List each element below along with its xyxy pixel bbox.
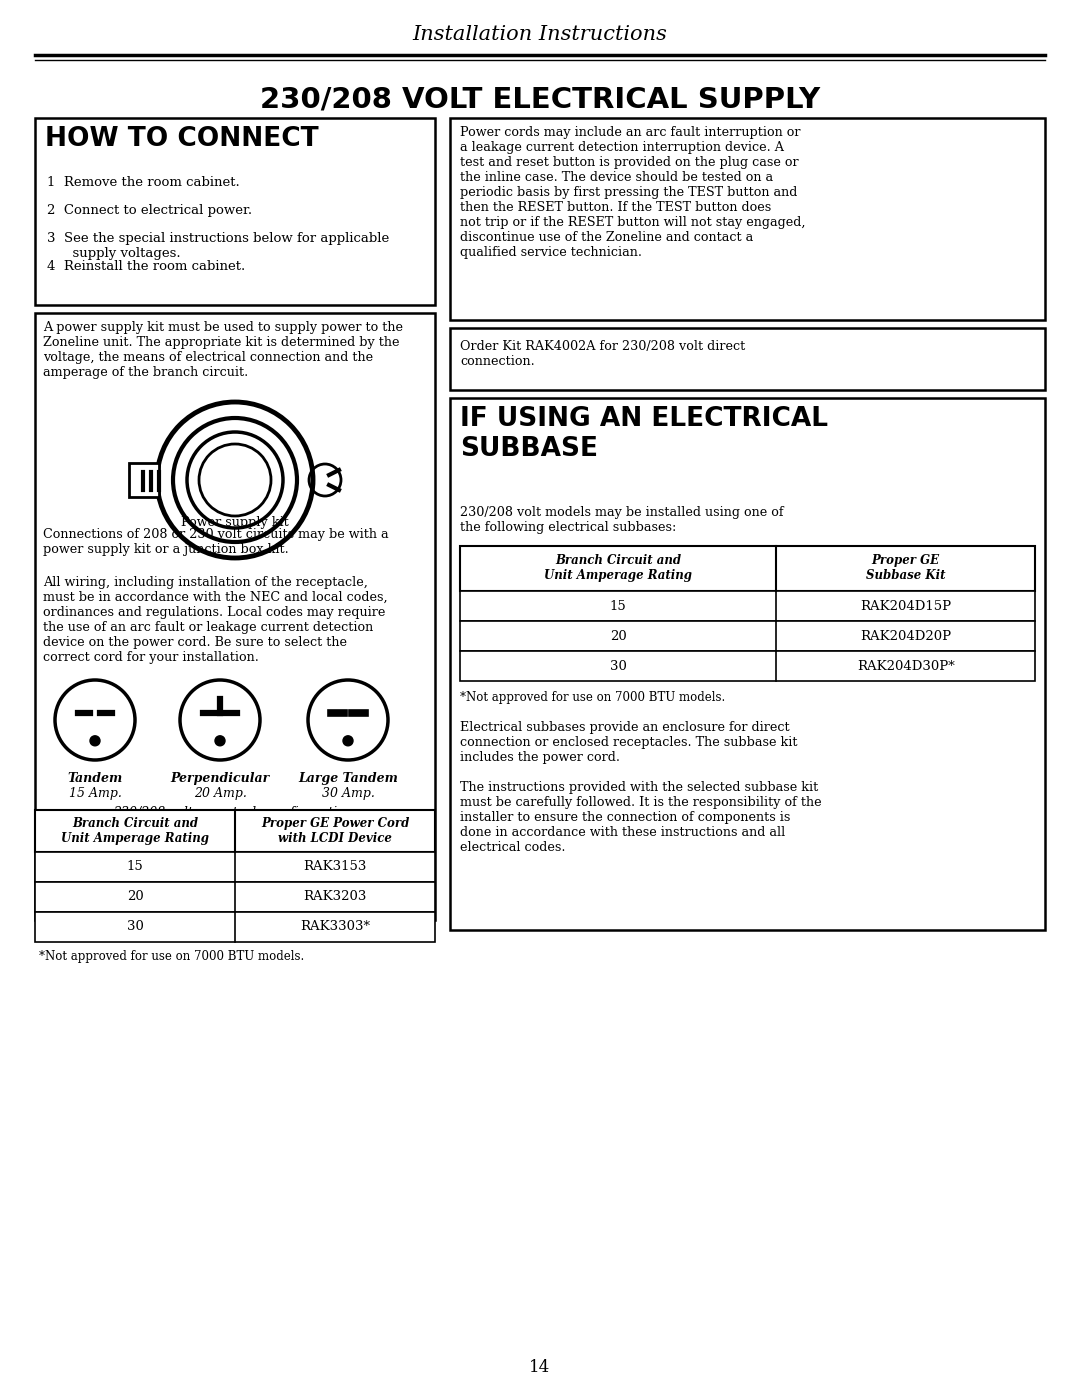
Text: 14: 14 <box>529 1358 551 1376</box>
Text: RAK3153: RAK3153 <box>303 861 367 873</box>
Text: 230/208 volt receptacle configuration.: 230/208 volt receptacle configuration. <box>113 806 356 819</box>
Text: HOW TO CONNECT: HOW TO CONNECT <box>45 126 319 152</box>
Text: 30 Amp.: 30 Amp. <box>322 787 375 800</box>
FancyBboxPatch shape <box>460 546 1035 591</box>
Text: IF USING AN ELECTRICAL
SUBBASE: IF USING AN ELECTRICAL SUBBASE <box>460 407 828 462</box>
Circle shape <box>90 736 100 746</box>
FancyBboxPatch shape <box>460 591 1035 622</box>
Text: 15 Amp.: 15 Amp. <box>68 787 121 800</box>
Text: *Not approved for use on 7000 BTU models.: *Not approved for use on 7000 BTU models… <box>460 692 726 704</box>
Text: RAK204D20P: RAK204D20P <box>860 630 951 643</box>
Text: RAK3203: RAK3203 <box>303 890 367 904</box>
Text: 20: 20 <box>610 630 626 643</box>
Text: Power cords may include an arc fault interruption or
a leakage current detection: Power cords may include an arc fault int… <box>460 126 806 258</box>
Text: RAK3303*: RAK3303* <box>300 921 370 933</box>
Text: 15: 15 <box>610 599 626 612</box>
FancyBboxPatch shape <box>35 912 435 942</box>
Text: 4  Reinstall the room cabinet.: 4 Reinstall the room cabinet. <box>48 260 245 272</box>
FancyBboxPatch shape <box>460 622 1035 651</box>
Text: 3  See the special instructions below for applicable
      supply voltages.: 3 See the special instructions below for… <box>48 232 389 260</box>
Circle shape <box>343 736 353 746</box>
FancyBboxPatch shape <box>129 462 159 497</box>
FancyBboxPatch shape <box>450 117 1045 320</box>
Text: 20: 20 <box>126 890 144 904</box>
Text: Installation Instructions: Installation Instructions <box>413 25 667 45</box>
FancyBboxPatch shape <box>450 328 1045 390</box>
Text: Connections of 208 or 230 volt circuits may be with a
power supply kit or a junc: Connections of 208 or 230 volt circuits … <box>43 528 389 556</box>
Text: Branch Circuit and
Unit Amperage Rating: Branch Circuit and Unit Amperage Rating <box>60 817 210 845</box>
Text: Proper GE
Subbase Kit: Proper GE Subbase Kit <box>866 555 945 583</box>
FancyBboxPatch shape <box>35 313 435 921</box>
Text: Power supply kit: Power supply kit <box>181 515 288 529</box>
FancyBboxPatch shape <box>35 810 435 852</box>
Text: A power supply kit must be used to supply power to the
Zoneline unit. The approp: A power supply kit must be used to suppl… <box>43 321 403 379</box>
Text: Order Kit RAK4002A for 230/208 volt direct
connection.: Order Kit RAK4002A for 230/208 volt dire… <box>460 339 745 367</box>
Text: 20 Amp.: 20 Amp. <box>193 787 246 800</box>
Text: *Not approved for use on 7000 BTU models.: *Not approved for use on 7000 BTU models… <box>39 950 305 963</box>
FancyBboxPatch shape <box>450 398 1045 930</box>
Circle shape <box>215 736 225 746</box>
Text: Proper GE Power Cord
with LCDI Device: Proper GE Power Cord with LCDI Device <box>260 817 409 845</box>
Text: 1  Remove the room cabinet.: 1 Remove the room cabinet. <box>48 176 240 189</box>
FancyBboxPatch shape <box>35 117 435 305</box>
FancyBboxPatch shape <box>35 882 435 912</box>
Text: All wiring, including installation of the receptacle,
must be in accordance with: All wiring, including installation of th… <box>43 576 388 664</box>
Text: 30: 30 <box>126 921 144 933</box>
Text: Tandem: Tandem <box>67 773 123 785</box>
FancyBboxPatch shape <box>460 651 1035 680</box>
Text: Perpendicular: Perpendicular <box>171 773 270 785</box>
Text: 15: 15 <box>126 861 144 873</box>
Text: 2  Connect to electrical power.: 2 Connect to electrical power. <box>48 204 252 217</box>
Text: RAK204D15P: RAK204D15P <box>860 599 951 612</box>
Text: Branch Circuit and
Unit Amperage Rating: Branch Circuit and Unit Amperage Rating <box>544 555 692 583</box>
Text: The instructions provided with the selected subbase kit
must be carefully follow: The instructions provided with the selec… <box>460 781 822 854</box>
Text: 230/208 VOLT ELECTRICAL SUPPLY: 230/208 VOLT ELECTRICAL SUPPLY <box>260 87 820 115</box>
Text: RAK204D30P*: RAK204D30P* <box>856 659 955 672</box>
FancyBboxPatch shape <box>35 852 435 882</box>
Text: 30: 30 <box>610 659 626 672</box>
Text: Electrical subbases provide an enclosure for direct
connection or enclosed recep: Electrical subbases provide an enclosure… <box>460 721 797 764</box>
Text: Large Tandem: Large Tandem <box>298 773 397 785</box>
Text: 230/208 volt models may be installed using one of
the following electrical subba: 230/208 volt models may be installed usi… <box>460 506 784 534</box>
